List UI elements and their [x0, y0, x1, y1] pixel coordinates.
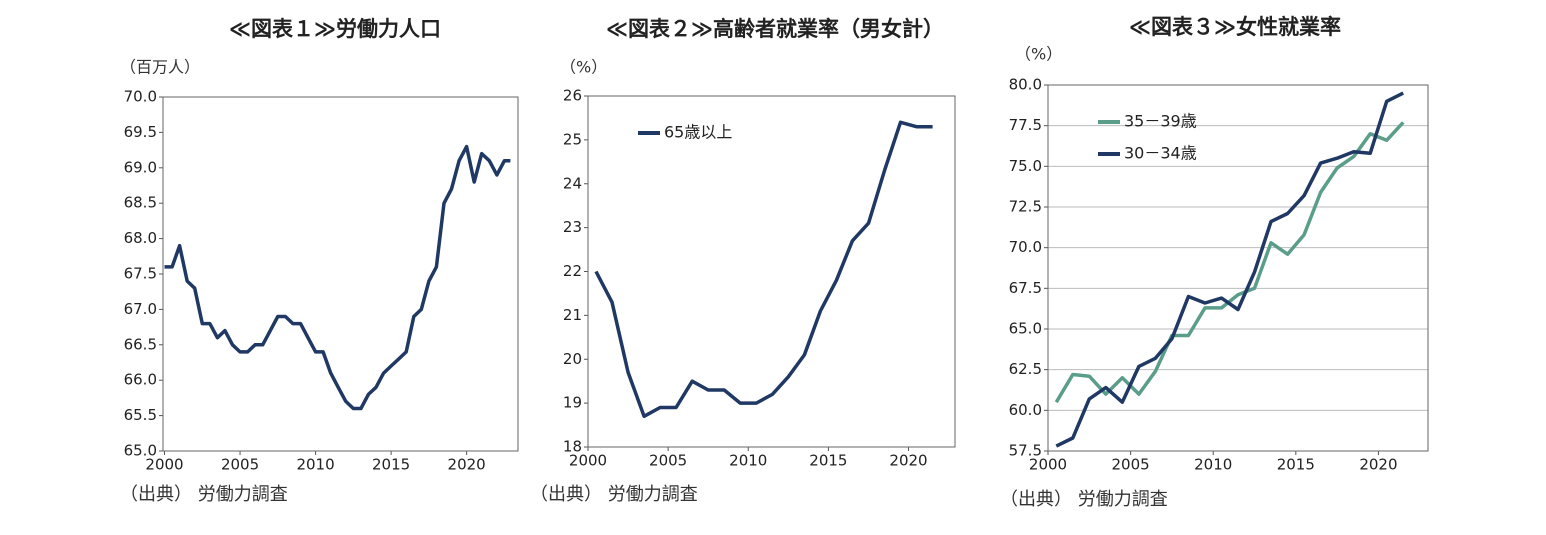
- y-tick-label: 23: [563, 218, 582, 236]
- y-tick-label: 75.0: [1009, 157, 1042, 175]
- y-tick-label: 19: [563, 394, 582, 412]
- source-note: （出典） 労働力調査: [1000, 489, 1168, 510]
- y-tick-label: 67.0: [124, 300, 157, 318]
- x-tick-label: 2000: [569, 452, 607, 470]
- y-tick-label: 65.0: [124, 442, 157, 460]
- y-tick-label: 69.0: [124, 158, 157, 176]
- y-tick-label: 67.5: [124, 265, 157, 283]
- chart-title: ≪図表２≫高齢者就業率（男女計）: [606, 17, 944, 41]
- y-tick-label: 66.5: [124, 335, 157, 353]
- y-tick-label: 77.5: [1009, 116, 1042, 134]
- legend-label: 35－39歳: [1124, 112, 1197, 131]
- y-tick-label: 70.0: [1009, 238, 1042, 256]
- x-tick-label: 2000: [145, 456, 183, 474]
- source-note: （出典） 労働力調査: [530, 484, 698, 505]
- y-tick-label: 25: [563, 130, 582, 148]
- x-tick-label: 2010: [1194, 456, 1232, 474]
- data-line: [594, 120, 933, 419]
- plot-frame: [162, 96, 519, 452]
- y-tick-label: 62.5: [1009, 360, 1042, 378]
- source-note: （出典） 労働力調査: [120, 484, 288, 505]
- y-tick-label: 57.5: [1009, 442, 1042, 460]
- plot-frame: [587, 95, 956, 448]
- chart-title: ≪図表３≫女性就業率: [1129, 15, 1341, 39]
- y-tick-label: 66.0: [124, 371, 157, 389]
- y-axis-unit: （%）: [560, 58, 607, 77]
- y-tick-label: 69.5: [124, 123, 157, 141]
- y-axis-unit: （百万人）: [120, 58, 200, 77]
- y-tick-label: 26: [563, 87, 582, 105]
- y-tick-label: 80.0: [1009, 76, 1042, 94]
- y-tick-label: 72.5: [1009, 198, 1042, 216]
- y-tick-label: 65.5: [124, 406, 157, 424]
- plot-frame: [1047, 84, 1429, 452]
- y-tick-label: 24: [563, 174, 582, 192]
- x-tick-label: 2005: [1112, 456, 1150, 474]
- y-tick-label: 70.0: [124, 88, 157, 106]
- y-tick-label: 68.5: [124, 194, 157, 212]
- y-axis-unit: （%）: [1015, 45, 1062, 64]
- y-tick-label: 67.5: [1009, 279, 1042, 297]
- x-tick-label: 2020: [448, 456, 486, 474]
- legend-label: 65歳以上: [664, 123, 732, 142]
- y-tick-label: 60.0: [1009, 401, 1042, 419]
- x-tick-label: 2000: [1029, 456, 1067, 474]
- x-tick-label: 2005: [649, 452, 687, 470]
- data-line: [164, 144, 511, 411]
- y-tick-label: 65.0: [1009, 320, 1042, 338]
- x-tick-label: 2015: [1277, 456, 1315, 474]
- x-tick-label: 2015: [809, 452, 847, 470]
- y-tick-label: 20: [563, 350, 582, 368]
- y-tick-label: 68.0: [124, 229, 157, 247]
- x-tick-label: 2010: [729, 452, 767, 470]
- chart-title: ≪図表１≫労働力人口: [229, 17, 441, 41]
- y-tick-label: 21: [563, 306, 582, 324]
- legend-label: 30－34歳: [1124, 144, 1197, 163]
- x-tick-label: 2015: [372, 456, 410, 474]
- x-tick-label: 2020: [1359, 456, 1397, 474]
- y-tick-label: 18: [563, 438, 582, 456]
- x-tick-label: 2010: [296, 456, 334, 474]
- x-tick-label: 2020: [889, 452, 927, 470]
- y-tick-label: 22: [563, 262, 582, 280]
- x-tick-label: 2005: [221, 456, 259, 474]
- data-line: [1054, 121, 1405, 404]
- data-line: [1055, 91, 1404, 448]
